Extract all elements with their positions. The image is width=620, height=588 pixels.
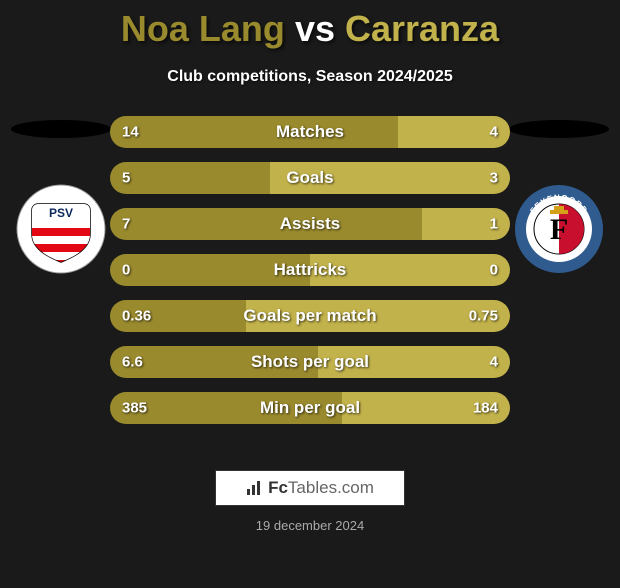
stat-value-left: 6.6: [122, 354, 143, 371]
stat-row: Goals per match 0.36 0.75: [110, 300, 510, 332]
team-right-column: FEYENOORD ROTTERDAM F: [504, 116, 614, 274]
stat-row: Goals 5 3: [110, 162, 510, 194]
svg-text:PSV: PSV: [49, 206, 73, 220]
team-right-logo: FEYENOORD ROTTERDAM F: [514, 184, 604, 274]
stat-value-left: 5: [122, 170, 130, 187]
team-left-logo: PSV: [16, 184, 106, 274]
bar-left: [110, 116, 398, 148]
svg-text:F: F: [550, 213, 568, 246]
stat-value-left: 0.36: [122, 308, 151, 325]
stat-value-right: 0: [490, 262, 498, 279]
fctables-logo: FcTables.com: [215, 470, 405, 506]
stat-label: Goals per match: [243, 306, 376, 326]
player1-name: Noa Lang: [121, 8, 285, 49]
bar-left: [110, 208, 422, 240]
comparison-title: Noa Lang vs Carranza: [0, 8, 620, 50]
vs-text: vs: [295, 8, 335, 49]
stat-label: Assists: [280, 214, 340, 234]
stat-row: Min per goal 385 184: [110, 392, 510, 424]
footer-date: 19 december 2024: [0, 518, 620, 533]
shadow-ellipse-right: [509, 120, 609, 138]
bar-left: [110, 162, 270, 194]
stat-row: Assists 7 1: [110, 208, 510, 240]
stat-value-right: 4: [490, 124, 498, 141]
comparison-zone: PSV FEYENOORD ROTTERDAM F Matches144Goal…: [0, 116, 620, 446]
stat-value-right: 1: [490, 216, 498, 233]
fctables-text: FcTables.com: [268, 478, 374, 498]
stat-label: Min per goal: [260, 398, 360, 418]
stat-label: Goals: [286, 168, 333, 188]
stat-value-left: 14: [122, 124, 139, 141]
stat-row: Matches 14 4: [110, 116, 510, 148]
stat-label: Shots per goal: [251, 352, 369, 372]
stat-row: Hattricks 0 0: [110, 254, 510, 286]
stat-label: Matches: [276, 122, 344, 142]
player2-name: Carranza: [345, 8, 499, 49]
stat-row: Shots per goal 6.6 4: [110, 346, 510, 378]
stat-label: Hattricks: [274, 260, 347, 280]
brand-suffix: Tables.com: [288, 478, 374, 497]
stat-value-left: 0: [122, 262, 130, 279]
stat-bars: Matches 14 4 Goals 5 3 Assists 7 1 Hattricks 0 0 Goa…: [110, 116, 510, 424]
stat-value-right: 184: [473, 400, 498, 417]
fctables-bars-icon: [246, 480, 262, 496]
subtitle: Club competitions, Season 2024/2025: [0, 68, 620, 86]
stat-value-left: 385: [122, 400, 147, 417]
stat-value-right: 0.75: [469, 308, 498, 325]
stat-value-left: 7: [122, 216, 130, 233]
stat-value-right: 4: [490, 354, 498, 371]
team-left-column: PSV: [6, 116, 116, 274]
brand-prefix: Fc: [268, 478, 288, 497]
stat-value-right: 3: [490, 170, 498, 187]
shadow-ellipse-left: [11, 120, 111, 138]
